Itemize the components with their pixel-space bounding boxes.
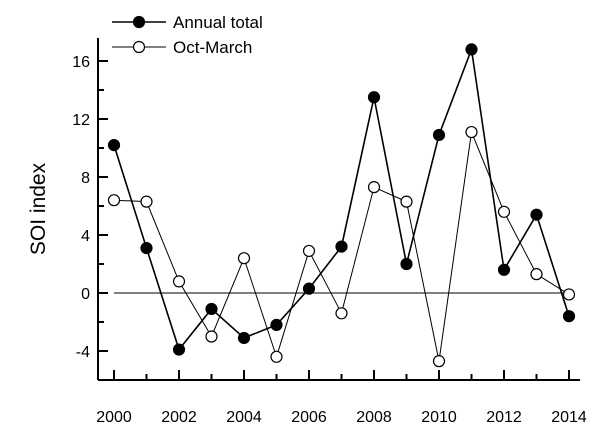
data-point: [335, 240, 348, 253]
data-point: [205, 302, 218, 316]
data-point: [302, 282, 316, 295]
y-axis-title: SOI index: [27, 162, 50, 255]
data-point: [465, 125, 478, 139]
legend-item: Annual total: [112, 13, 263, 32]
y-tick-label: 12: [72, 112, 90, 129]
x-tick-label: 2004: [226, 409, 262, 426]
legend: Annual total Oct-March: [112, 13, 263, 57]
data-point: [107, 139, 121, 152]
data-point: [562, 288, 576, 301]
data-point: [270, 350, 283, 363]
series-oct-march: [107, 125, 576, 368]
series-layer: [107, 43, 576, 368]
data-point: [497, 263, 511, 276]
x-tick-label: 2012: [486, 409, 522, 426]
data-point: [335, 307, 348, 320]
data-point: [400, 195, 413, 208]
legend-item: Oct-March: [112, 38, 252, 57]
data-point: [140, 241, 153, 255]
y-tick-label: -4: [76, 344, 90, 361]
data-point: [270, 318, 283, 331]
data-point: [107, 194, 121, 207]
data-point: [530, 268, 543, 281]
data-point: [302, 244, 316, 258]
axes: -4 0 4 8 12 16 2000 2002 2004 2006 2008 2010 2012 201…: [72, 38, 587, 426]
legend-label: Annual total: [173, 13, 263, 32]
x-tick-label: 2000: [96, 409, 132, 426]
data-point: [367, 91, 381, 104]
data-point: [432, 355, 446, 368]
y-tick-label: 0: [81, 286, 90, 303]
x-tick-label: 2006: [291, 409, 327, 426]
data-point: [465, 43, 478, 56]
y-tick-label: 8: [81, 170, 90, 187]
data-point: [400, 257, 413, 271]
x-tick-label: 2010: [421, 409, 457, 426]
data-point: [140, 195, 153, 208]
x-tick-label: 2002: [161, 409, 197, 426]
legend-marker: [132, 15, 146, 29]
data-point: [205, 330, 218, 343]
data-point: [237, 331, 251, 345]
legend-marker: [132, 40, 146, 54]
legend-label: Oct-March: [173, 38, 252, 57]
data-point: [172, 343, 186, 356]
data-point: [367, 181, 381, 194]
data-point: [237, 252, 251, 265]
series-line: [113, 46, 570, 352]
data-point: [172, 275, 186, 288]
y-tick-label: 16: [72, 54, 90, 71]
series-annual-total: [107, 43, 576, 356]
x-tick-label: 2008: [356, 409, 392, 426]
data-point: [432, 128, 446, 142]
y-tick-label: 4: [81, 228, 90, 245]
data-point: [497, 205, 511, 218]
data-point: [530, 208, 543, 221]
data-point: [562, 310, 576, 323]
x-tick-label: 2014: [551, 409, 587, 426]
